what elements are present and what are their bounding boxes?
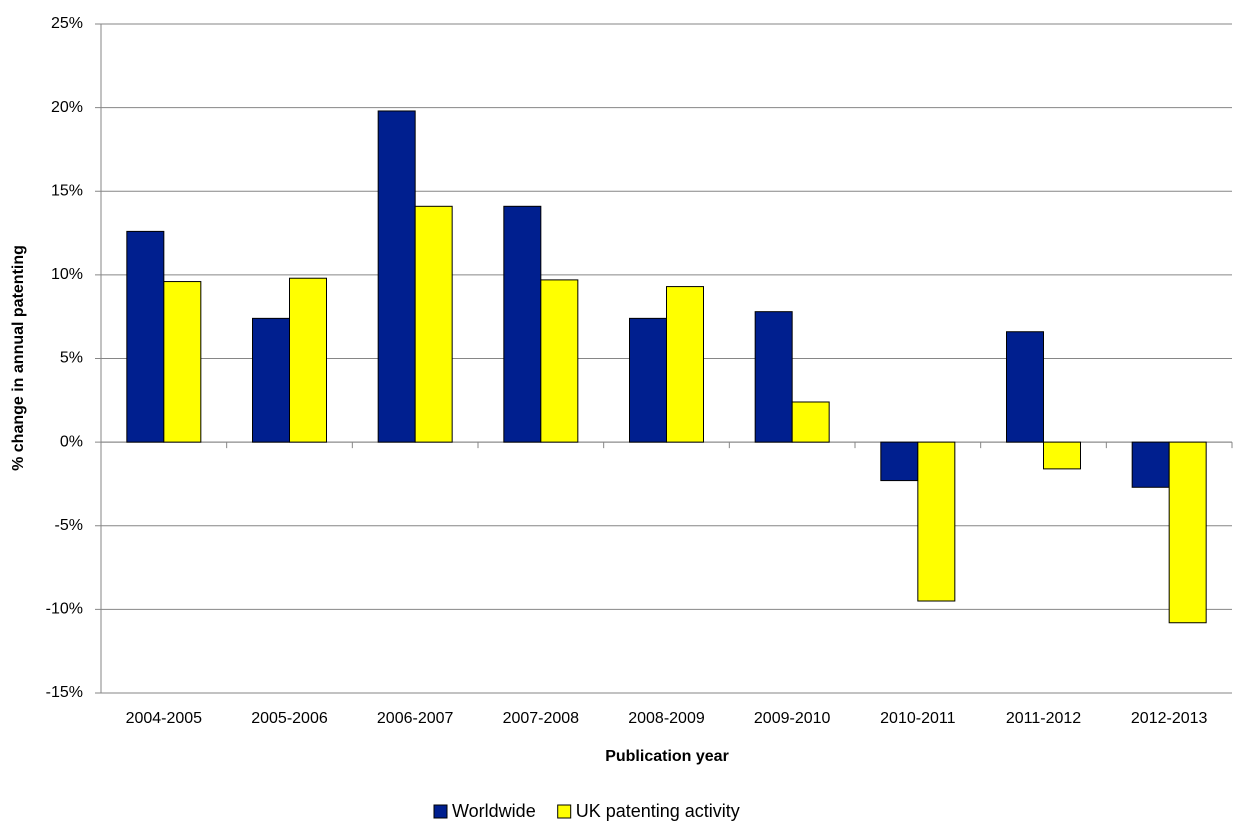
bar [1043, 441, 1081, 470]
y-tick-label: -15% [46, 684, 83, 701]
y-tick-label: 0% [60, 433, 83, 450]
x-tick-label: 2007-2008 [503, 710, 580, 727]
x-tick-label: 2006-2007 [377, 710, 454, 727]
bar [252, 317, 290, 443]
bar [126, 230, 165, 443]
bar [1006, 331, 1044, 443]
legend-swatch [557, 804, 572, 819]
legend-label: Worldwide [452, 801, 536, 821]
y-tick-label: -5% [55, 517, 83, 534]
bar [1168, 441, 1207, 624]
bar [629, 317, 667, 443]
x-tick-label: 2011-2012 [1006, 710, 1081, 727]
x-tick-label: 2012-2013 [1131, 710, 1208, 727]
bar [791, 401, 830, 443]
y-tick-label: 25% [51, 15, 83, 32]
x-tick-label: 2009-2010 [754, 710, 831, 727]
bar [377, 110, 416, 443]
bar [880, 441, 919, 482]
y-tick-label: 5% [60, 350, 83, 367]
x-tick-label: 2010-2011 [880, 710, 955, 727]
x-tick-label: 2005-2006 [251, 710, 328, 727]
x-tick-label: 2008-2009 [628, 710, 705, 727]
x-axis-title: Publication year [605, 748, 729, 765]
y-tick-label: 10% [51, 266, 83, 283]
legend-label: UK patenting activity [576, 801, 740, 821]
bar [1131, 441, 1170, 488]
y-tick-label: 20% [51, 99, 83, 116]
bar [414, 205, 453, 443]
bar [163, 281, 202, 443]
bar [503, 205, 542, 443]
bar [289, 277, 327, 443]
bar [540, 279, 579, 443]
y-tick-label: 15% [51, 182, 83, 199]
bar [666, 286, 704, 443]
legend-swatch [433, 804, 448, 819]
bar [754, 311, 793, 443]
y-axis-title: % change in annual patenting [10, 245, 27, 471]
x-tick-label: 2004-2005 [126, 710, 203, 727]
bar [917, 441, 956, 602]
y-tick-label: -10% [46, 601, 83, 618]
